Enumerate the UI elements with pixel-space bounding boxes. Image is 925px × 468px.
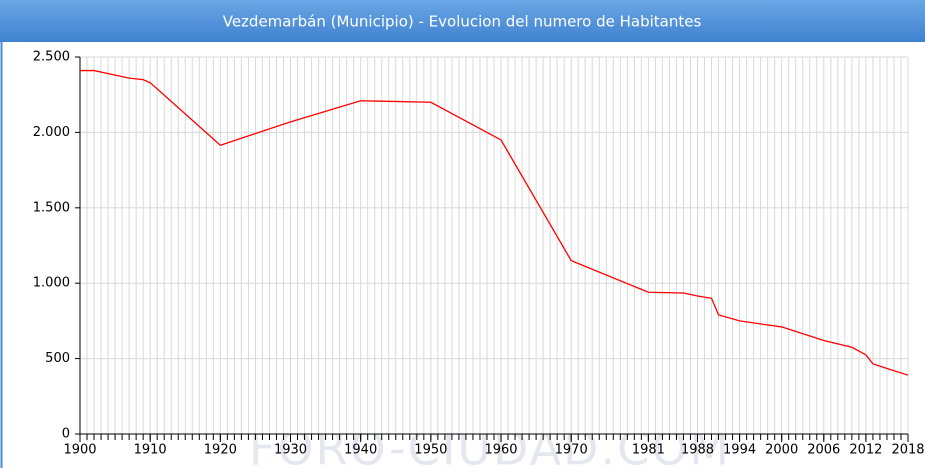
x-tick-label: 2006 [807,443,840,458]
x-tick-label: 1900 [63,443,96,458]
x-tick-label: 2018 [891,443,924,458]
y-tick-label: 1.500 [33,200,70,215]
x-tick-label: 1950 [414,443,447,458]
data-line [80,69,909,376]
x-tick-label: 1930 [274,443,307,458]
title-bar [0,0,925,42]
x-tick-label: 1940 [344,443,377,458]
x-tick-label: 1988 [681,443,714,458]
y-tick-label: 0 [62,427,70,442]
x-tick-label: 1981 [632,443,665,458]
x-tick-label: 1960 [484,443,517,458]
x-tick-label: 2000 [765,443,798,458]
y-tick-label: 2.000 [33,125,70,140]
x-tick-label: 1910 [134,443,167,458]
chart-title: Vezdemarbán (Municipio) - Evolucion del … [223,13,702,31]
y-tick-label: 1.000 [33,276,70,291]
x-tick-label: 1920 [204,443,237,458]
x-tick-label: 1970 [555,443,588,458]
x-tick-label: 1994 [723,443,756,458]
x-tick-label: 2012 [849,443,882,458]
y-tick-label: 500 [45,351,70,366]
y-tick-label: 2.500 [33,50,70,65]
